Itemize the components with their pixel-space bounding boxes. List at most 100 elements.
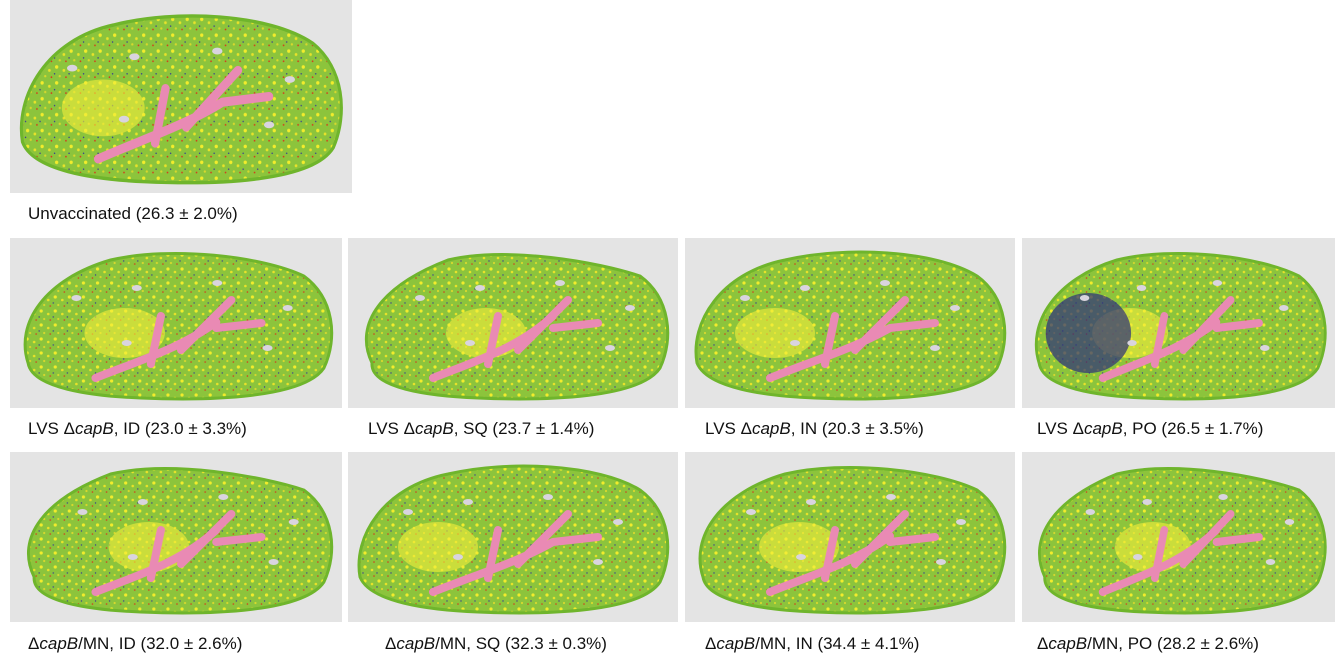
vessel: [453, 554, 463, 560]
vessel: [1127, 340, 1136, 346]
histology-image: [10, 0, 352, 193]
vessel: [212, 280, 222, 286]
caption-text: capB: [1048, 634, 1087, 653]
caption-text: , IN (20.3 ± 3.5%): [791, 419, 924, 438]
vessel: [1080, 295, 1089, 301]
vessel: [119, 116, 129, 123]
caption-text: capB: [752, 419, 791, 438]
vessel: [122, 340, 132, 346]
caption-text: /MN, ID (32.0 ± 2.6%): [78, 634, 242, 653]
caption-text: Δ: [385, 634, 396, 653]
histology-image: [1022, 452, 1335, 622]
vessel: [886, 494, 896, 500]
lung-tissue: [25, 253, 332, 398]
vessel: [71, 295, 81, 301]
caption-text: LVS Δ: [705, 419, 752, 438]
caption: ΔcapB/MN, SQ (32.3 ± 0.3%): [385, 634, 607, 654]
vessel: [128, 554, 138, 560]
vessel: [1218, 494, 1227, 500]
caption-text: Unvaccinated (26.3 ± 2.0%): [28, 204, 238, 223]
tissue-region: [1115, 522, 1191, 572]
vessel: [806, 499, 816, 505]
vessel: [800, 285, 810, 291]
tissue-region: [109, 522, 189, 572]
vessel: [465, 340, 475, 346]
vessel: [138, 499, 148, 505]
vessel: [263, 345, 273, 351]
caption-text: capB: [415, 419, 454, 438]
vessel: [1266, 559, 1275, 565]
tissue-region: [446, 308, 526, 358]
caption-text: , PO (26.5 ± 1.7%): [1123, 419, 1264, 438]
vessel: [613, 519, 623, 525]
vessel: [1285, 519, 1294, 525]
lung-tissue: [700, 467, 1005, 612]
vessel: [212, 48, 222, 55]
histology-image: [348, 452, 678, 622]
caption-text: Δ: [28, 634, 39, 653]
caption-text: Δ: [705, 634, 716, 653]
vessel: [132, 285, 142, 291]
caption-text: , ID (23.0 ± 3.3%): [114, 419, 247, 438]
vessel: [605, 345, 615, 351]
caption-text: capB: [1084, 419, 1123, 438]
vessel: [880, 280, 890, 286]
histology-image: [1022, 238, 1335, 408]
caption-text: LVS Δ: [28, 419, 75, 438]
vessel: [593, 559, 603, 565]
vessel: [129, 53, 139, 60]
caption-text: capB: [75, 419, 114, 438]
vessel: [1279, 305, 1288, 311]
vessel: [1137, 285, 1146, 291]
tissue-region: [735, 308, 815, 358]
vessel: [555, 280, 565, 286]
vessel: [950, 305, 960, 311]
caption: Unvaccinated (26.3 ± 2.0%): [28, 204, 238, 224]
vessel: [790, 340, 800, 346]
vessel: [264, 121, 274, 128]
vessel: [289, 519, 299, 525]
vessel: [956, 519, 966, 525]
caption: LVS ΔcapB, ID (23.0 ± 3.3%): [28, 419, 247, 439]
caption: ΔcapB/MN, IN (34.4 ± 4.1%): [705, 634, 919, 654]
caption-text: /MN, SQ (32.3 ± 0.3%): [435, 634, 607, 653]
caption-text: /MN, PO (28.2 ± 2.6%): [1087, 634, 1259, 653]
vessel: [463, 499, 473, 505]
caption-text: LVS Δ: [1037, 419, 1084, 438]
caption-text: /MN, IN (34.4 ± 4.1%): [755, 634, 919, 653]
tissue-region: [62, 79, 145, 136]
caption-text: capB: [39, 634, 78, 653]
histology-image: [685, 452, 1015, 622]
vessel: [796, 554, 806, 560]
vessel: [67, 65, 77, 72]
caption: ΔcapB/MN, ID (32.0 ± 2.6%): [28, 634, 242, 654]
vessel: [543, 494, 553, 500]
vessel: [285, 76, 295, 83]
vessel: [218, 494, 228, 500]
histology-image: [348, 238, 678, 408]
vessel: [1142, 499, 1151, 505]
histology-image: [10, 452, 342, 622]
vessel: [269, 559, 279, 565]
caption-text: , SQ (23.7 ± 1.4%): [454, 419, 595, 438]
vessel: [1260, 345, 1269, 351]
figure: Unvaccinated (26.3 ± 2.0%)LVS ΔcapB, ID …: [0, 0, 1335, 660]
vessel: [1133, 554, 1142, 560]
caption-text: capB: [396, 634, 435, 653]
vessel: [415, 295, 425, 301]
caption: LVS ΔcapB, PO (26.5 ± 1.7%): [1037, 419, 1263, 439]
vessel: [1086, 509, 1095, 515]
caption-text: capB: [716, 634, 755, 653]
histology-image: [10, 238, 342, 408]
caption: LVS ΔcapB, SQ (23.7 ± 1.4%): [368, 419, 594, 439]
tissue-region: [1046, 293, 1131, 373]
caption: LVS ΔcapB, IN (20.3 ± 3.5%): [705, 419, 924, 439]
caption-text: Δ: [1037, 634, 1048, 653]
vessel: [403, 509, 413, 515]
vessel: [930, 345, 940, 351]
vessel: [625, 305, 635, 311]
vessel: [746, 509, 756, 515]
caption: ΔcapB/MN, PO (28.2 ± 2.6%): [1037, 634, 1259, 654]
vessel: [283, 305, 293, 311]
vessel: [1213, 280, 1222, 286]
